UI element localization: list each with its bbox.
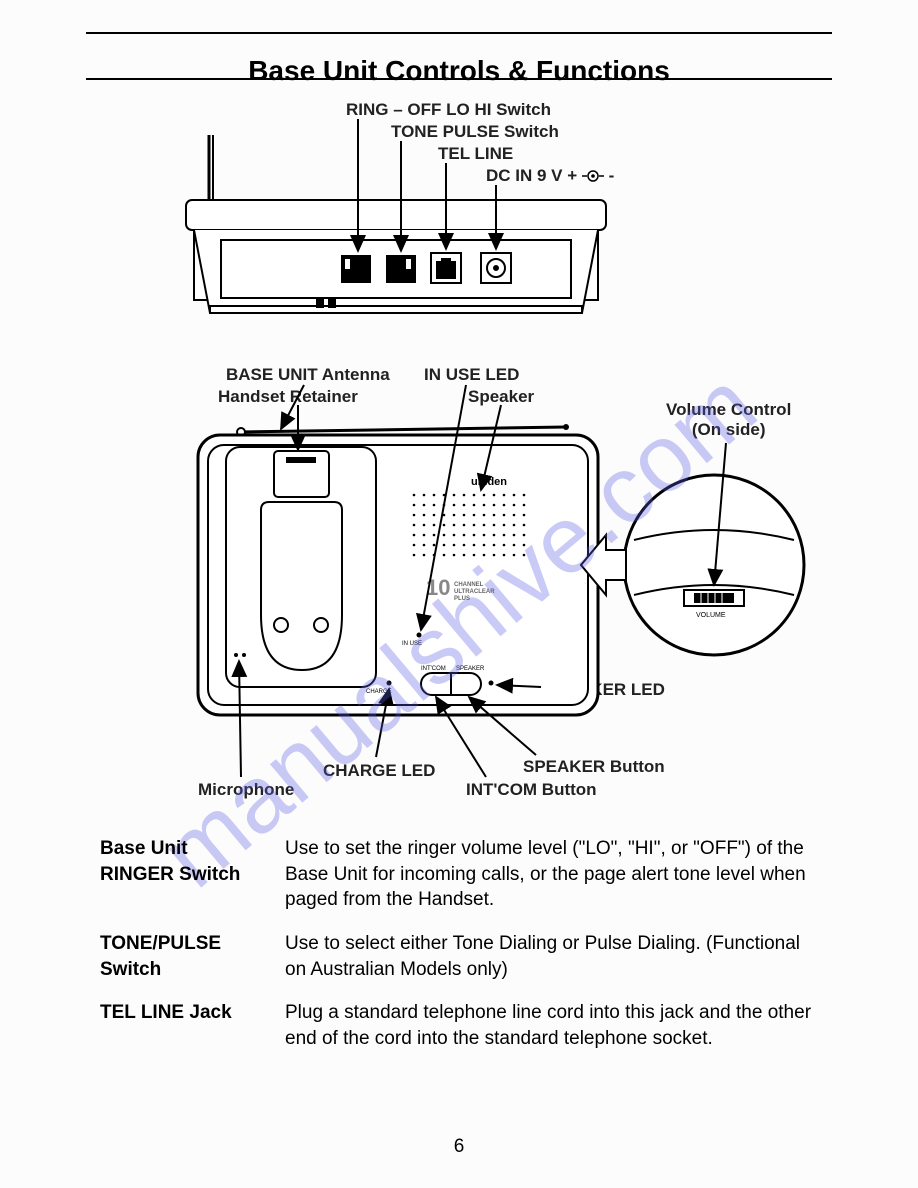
device-diagram: uniden 10 CHANNEL ULTRACLEAR PLUS IN USE… <box>86 95 832 815</box>
svg-text:ULTRACLEAR: ULTRACLEAR <box>454 589 495 595</box>
svg-text:PLUS: PLUS <box>454 596 470 602</box>
desc-row: TEL LINE Jack Plug a standard telephone … <box>100 1000 820 1051</box>
desc-row: TONE/PULSE Switch Use to select either T… <box>100 931 820 982</box>
svg-text:VOLUME: VOLUME <box>696 612 726 619</box>
svg-text:uniden: uniden <box>471 476 507 488</box>
diagram-area: RING – OFF LO HI Switch TONE PULSE Switc… <box>86 95 832 815</box>
svg-text:SPEAKER: SPEAKER <box>456 666 485 672</box>
page-number: 6 <box>0 1136 918 1158</box>
svg-text:INT'COM: INT'COM <box>421 666 446 672</box>
descriptions: Base Unit RINGER Switch Use to set the r… <box>100 836 820 1069</box>
desc-row: Base Unit RINGER Switch Use to set the r… <box>100 836 820 913</box>
page-title: Base Unit Controls & Functions <box>86 55 832 87</box>
svg-text:CHANNEL: CHANNEL <box>454 582 484 588</box>
svg-text:IN USE: IN USE <box>402 641 422 647</box>
